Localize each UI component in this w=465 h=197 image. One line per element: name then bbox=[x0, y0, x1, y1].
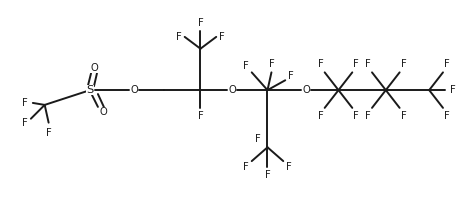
Text: F: F bbox=[22, 98, 28, 108]
Text: F: F bbox=[265, 170, 270, 180]
Text: F: F bbox=[450, 85, 456, 95]
Text: F: F bbox=[255, 134, 260, 144]
Text: O: O bbox=[302, 85, 310, 95]
Text: O: O bbox=[100, 107, 108, 117]
Text: F: F bbox=[198, 111, 203, 121]
Text: F: F bbox=[198, 18, 203, 28]
Text: F: F bbox=[444, 59, 450, 70]
Text: O: O bbox=[228, 85, 236, 95]
Text: F: F bbox=[318, 59, 324, 70]
Text: F: F bbox=[401, 111, 406, 121]
Text: F: F bbox=[444, 111, 450, 121]
Text: F: F bbox=[365, 111, 371, 121]
Text: F: F bbox=[176, 32, 182, 42]
Text: F: F bbox=[365, 59, 371, 70]
Text: O: O bbox=[131, 85, 138, 95]
Text: O: O bbox=[90, 63, 98, 73]
Text: F: F bbox=[353, 111, 359, 121]
Text: F: F bbox=[46, 127, 52, 138]
Text: F: F bbox=[269, 59, 274, 70]
Text: F: F bbox=[22, 118, 28, 128]
Text: F: F bbox=[353, 59, 359, 70]
Text: F: F bbox=[243, 61, 249, 72]
Text: F: F bbox=[288, 71, 294, 81]
Text: F: F bbox=[401, 59, 406, 70]
Text: F: F bbox=[286, 162, 292, 172]
Text: S: S bbox=[86, 85, 93, 95]
Text: F: F bbox=[243, 162, 249, 172]
Text: F: F bbox=[318, 111, 324, 121]
Text: F: F bbox=[219, 32, 225, 42]
